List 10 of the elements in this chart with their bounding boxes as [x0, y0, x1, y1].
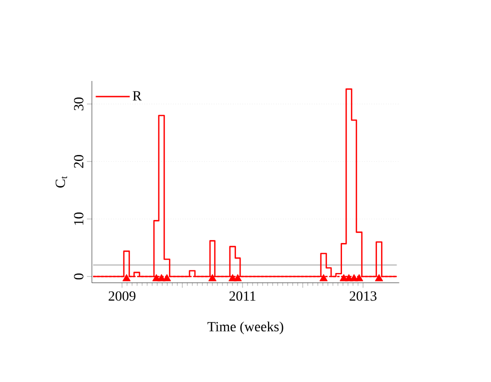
x-tick-label: 2011	[229, 291, 256, 301]
x-tick-label: 2009	[108, 291, 136, 301]
y-tick-label: 30	[74, 98, 84, 110]
y-axis-title: C$_{t}$	[56, 176, 68, 188]
legend-label: R	[132, 91, 142, 100]
x-axis-title: Time (weeks)	[208, 322, 284, 334]
y-tick-label: 20	[74, 155, 84, 168]
y-tick-label: 0	[74, 274, 84, 280]
x-tick-label: 2013	[350, 291, 376, 301]
y-tick-label: 10	[74, 212, 84, 225]
